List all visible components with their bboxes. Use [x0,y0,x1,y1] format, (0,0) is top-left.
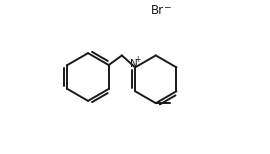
Text: N: N [130,59,137,69]
Text: +: + [135,55,141,65]
Text: −: − [163,2,170,11]
Text: Br: Br [150,4,164,17]
